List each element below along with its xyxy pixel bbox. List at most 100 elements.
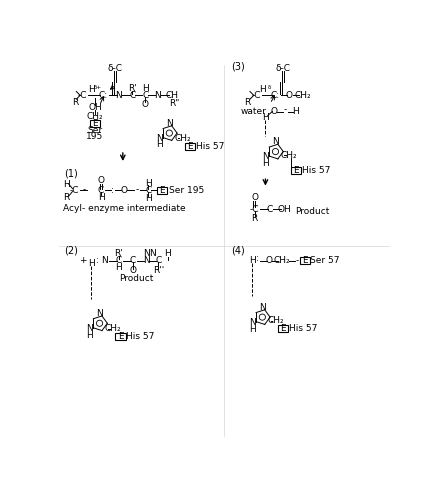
Text: N: N <box>166 119 173 128</box>
Text: H: H <box>145 194 152 203</box>
Text: R": R" <box>170 99 180 108</box>
Text: Product: Product <box>119 274 153 283</box>
Text: (2): (2) <box>64 245 78 255</box>
Text: -C: -C <box>78 91 87 100</box>
Text: :: : <box>111 185 114 195</box>
Text: N: N <box>115 91 122 100</box>
Text: -: - <box>83 185 86 195</box>
Text: OH: OH <box>88 103 102 112</box>
Text: H: H <box>88 259 94 268</box>
Text: (3): (3) <box>231 62 245 72</box>
Text: E: E <box>302 256 308 265</box>
Text: E: E <box>187 141 193 151</box>
Text: H: H <box>262 113 269 122</box>
Text: N: N <box>156 134 163 143</box>
Text: C: C <box>130 256 136 265</box>
Text: Ser 57: Ser 57 <box>310 256 340 265</box>
Text: H: H <box>249 325 256 334</box>
Text: -C: -C <box>250 205 259 214</box>
Text: R: R <box>63 193 69 202</box>
Text: -C: -C <box>70 185 80 195</box>
Text: N: N <box>154 91 161 100</box>
Text: H: H <box>259 85 266 95</box>
Text: H: H <box>262 159 269 169</box>
Text: C: C <box>145 185 152 195</box>
Text: H: H <box>115 263 122 272</box>
Text: H: H <box>249 256 256 265</box>
Text: O: O <box>129 266 136 276</box>
Text: H: H <box>142 84 149 93</box>
Text: H: H <box>86 331 93 340</box>
Text: C: C <box>116 256 122 265</box>
Text: -: - <box>295 256 299 265</box>
Text: N: N <box>143 256 149 265</box>
Text: E: E <box>160 185 165 195</box>
Text: E: E <box>281 324 286 333</box>
Text: N: N <box>96 309 103 318</box>
Text: O: O <box>142 100 149 109</box>
Text: His 57: His 57 <box>126 332 154 341</box>
Text: +: + <box>79 256 86 265</box>
Text: N: N <box>102 256 108 265</box>
Text: CH₂: CH₂ <box>267 317 284 325</box>
Text: E: E <box>92 119 98 128</box>
Bar <box>291 167 302 174</box>
Text: H: H <box>292 107 299 116</box>
Bar <box>300 257 310 264</box>
Text: CH₂: CH₂ <box>174 134 191 143</box>
Text: CH₂: CH₂ <box>294 91 311 100</box>
Text: N: N <box>259 303 266 312</box>
Text: (1): (1) <box>64 168 78 178</box>
Text: -C: -C <box>251 91 261 100</box>
Bar <box>90 120 100 127</box>
Text: R: R <box>251 214 258 223</box>
Text: H: H <box>63 180 69 189</box>
Text: H: H <box>156 140 163 149</box>
Text: His 57: His 57 <box>302 166 330 176</box>
Text: Product: Product <box>295 207 329 216</box>
Text: O: O <box>266 256 273 265</box>
Text: O: O <box>97 176 104 185</box>
Text: R': R' <box>114 249 123 258</box>
Text: N: N <box>86 324 93 333</box>
Text: Ser 195: Ser 195 <box>169 185 204 195</box>
Text: H: H <box>145 178 152 188</box>
Text: R'': R'' <box>153 266 164 276</box>
Text: :: : <box>96 256 99 265</box>
Text: δ: δ <box>267 85 271 90</box>
Text: -: - <box>284 105 287 114</box>
Text: δ+: δ+ <box>94 85 102 90</box>
Text: O: O <box>120 185 127 195</box>
Text: His 57: His 57 <box>196 141 224 151</box>
Text: CH₂: CH₂ <box>274 256 290 265</box>
Text: C: C <box>98 185 104 195</box>
Text: -: - <box>135 185 139 195</box>
Text: :: : <box>256 254 259 263</box>
Text: Acyl- enzyme intermediate: Acyl- enzyme intermediate <box>63 204 186 213</box>
Text: E: E <box>118 332 123 341</box>
Text: C: C <box>142 91 149 100</box>
Text: Ser: Ser <box>87 126 103 135</box>
Text: 195: 195 <box>86 132 104 141</box>
Text: water: water <box>241 107 267 116</box>
Bar <box>185 142 195 150</box>
Text: R: R <box>244 98 251 107</box>
Text: C:: C: <box>99 91 108 100</box>
Text: O: O <box>271 107 277 116</box>
Text: C: C <box>267 205 273 214</box>
Bar <box>278 325 288 332</box>
Text: His 57: His 57 <box>289 324 317 333</box>
Text: H: H <box>164 249 171 258</box>
Text: CH₂: CH₂ <box>281 151 297 160</box>
Text: N: N <box>249 318 256 327</box>
Bar <box>115 333 125 340</box>
Text: C: C <box>129 91 135 100</box>
Text: N: N <box>272 137 279 146</box>
Text: CH₂: CH₂ <box>87 111 103 121</box>
Text: CH: CH <box>166 91 179 100</box>
Text: H: H <box>88 85 95 95</box>
Text: (4): (4) <box>231 245 245 255</box>
Text: OH: OH <box>277 205 291 214</box>
Text: N: N <box>262 152 269 161</box>
Text: δ-C: δ-C <box>108 64 122 73</box>
